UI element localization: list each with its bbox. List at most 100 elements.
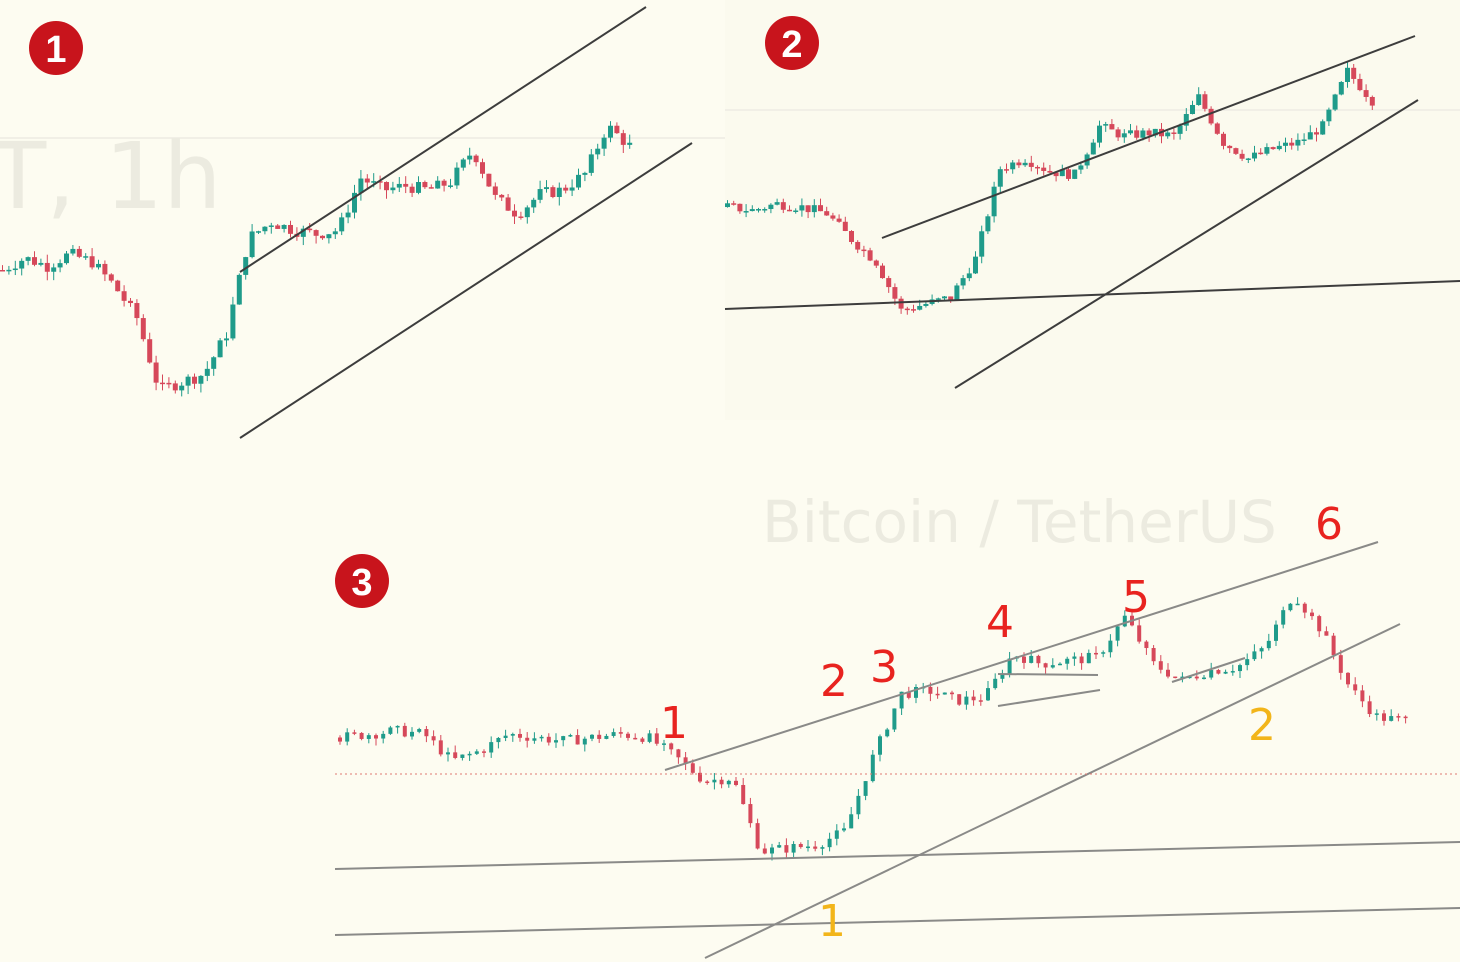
candle-body <box>1177 125 1183 134</box>
candle-body <box>856 795 861 815</box>
candle-body <box>737 203 743 212</box>
candle-body <box>320 235 325 239</box>
candle-body <box>518 733 522 738</box>
candle-body <box>993 678 998 689</box>
candle-body <box>960 278 966 286</box>
candle-body <box>1171 132 1177 134</box>
candle-body <box>811 205 817 213</box>
candle-body <box>115 280 121 292</box>
candle-body <box>402 725 407 737</box>
candle-body <box>96 263 101 268</box>
candle-body <box>1010 162 1016 170</box>
candle-body <box>892 287 898 299</box>
candle-body <box>243 257 249 275</box>
candle-body <box>496 737 501 743</box>
candle-body <box>1223 671 1228 674</box>
panel-2-background <box>725 0 1460 420</box>
candle-body <box>973 256 978 274</box>
candle-body <box>734 780 738 785</box>
candle-body <box>153 362 159 383</box>
candle-body <box>224 338 229 341</box>
candle-body <box>805 205 811 213</box>
candle-body <box>774 202 780 205</box>
candle-body <box>917 305 923 310</box>
candle-body <box>460 754 465 758</box>
candle-body <box>1230 671 1235 673</box>
touch-mark-red-5: 5 <box>1122 572 1150 623</box>
candle-body <box>971 696 976 701</box>
candle-body <box>395 725 400 728</box>
candle-body <box>422 182 428 188</box>
candle-body <box>986 688 990 701</box>
candle-body <box>855 241 861 250</box>
candle-body <box>569 187 575 191</box>
candle-body <box>1214 123 1220 134</box>
candle-body <box>690 763 695 773</box>
candle-body <box>590 734 594 739</box>
candle-body <box>906 691 911 698</box>
candle-body <box>381 733 386 739</box>
candle-body <box>211 357 217 369</box>
panel-1-upper-channel-line <box>239 6 647 273</box>
candle-body <box>1389 716 1394 721</box>
candle-body <box>388 727 393 734</box>
badge-circle <box>335 554 389 608</box>
candle-body <box>928 686 933 694</box>
candle-body <box>556 187 562 198</box>
candle-body <box>1295 603 1300 606</box>
candle-body <box>417 729 422 732</box>
candle-body <box>719 779 724 785</box>
candle-body <box>1317 616 1322 632</box>
candle-body <box>262 226 268 232</box>
candle-body <box>1194 676 1199 679</box>
candle-body <box>147 339 153 363</box>
candle-body <box>409 186 415 193</box>
candle-body <box>1121 133 1127 138</box>
panel-3-minor-line <box>1171 657 1246 683</box>
candle-body <box>867 250 873 261</box>
candle-body <box>1022 656 1026 663</box>
panel-1-background <box>0 0 725 510</box>
candle-body <box>236 274 242 305</box>
candle-body <box>748 804 753 824</box>
candle-body <box>743 211 749 213</box>
candle-body <box>179 385 185 391</box>
candle-body <box>1007 658 1012 675</box>
candle-body <box>861 249 867 252</box>
candle-body <box>102 263 108 275</box>
candle-body <box>904 308 910 311</box>
candle-body <box>1043 663 1048 668</box>
candle-body <box>885 729 890 737</box>
candle-body <box>705 781 710 784</box>
candle-body <box>942 692 947 695</box>
candle-body <box>985 216 991 232</box>
candle-body <box>1180 676 1185 679</box>
candle-body <box>1314 132 1319 135</box>
candle-body <box>662 743 666 745</box>
candle-body <box>307 228 313 231</box>
touch-mark-yellow-1: 1 <box>818 896 846 947</box>
candle-body <box>467 753 472 756</box>
candle-body <box>1276 145 1282 150</box>
panel-3-upper-wedge-line <box>664 541 1379 771</box>
candle-body <box>608 125 613 138</box>
candle-body <box>1090 142 1096 155</box>
candle-body <box>256 231 261 233</box>
candle-body <box>768 204 774 210</box>
candle-body <box>503 735 508 738</box>
candle-body <box>818 205 823 212</box>
candle-body <box>128 300 133 304</box>
candle-body <box>1382 713 1386 721</box>
candle-body <box>787 209 792 212</box>
candle-body <box>957 694 962 705</box>
candle-body <box>489 742 494 753</box>
candle-body <box>834 830 839 839</box>
candle-body <box>568 735 573 737</box>
candle-body <box>512 210 517 217</box>
candle-body <box>1004 169 1009 171</box>
candle-body <box>1288 603 1293 611</box>
candle-body <box>1029 655 1034 663</box>
candle-body <box>166 382 172 385</box>
candle-body <box>741 784 746 805</box>
